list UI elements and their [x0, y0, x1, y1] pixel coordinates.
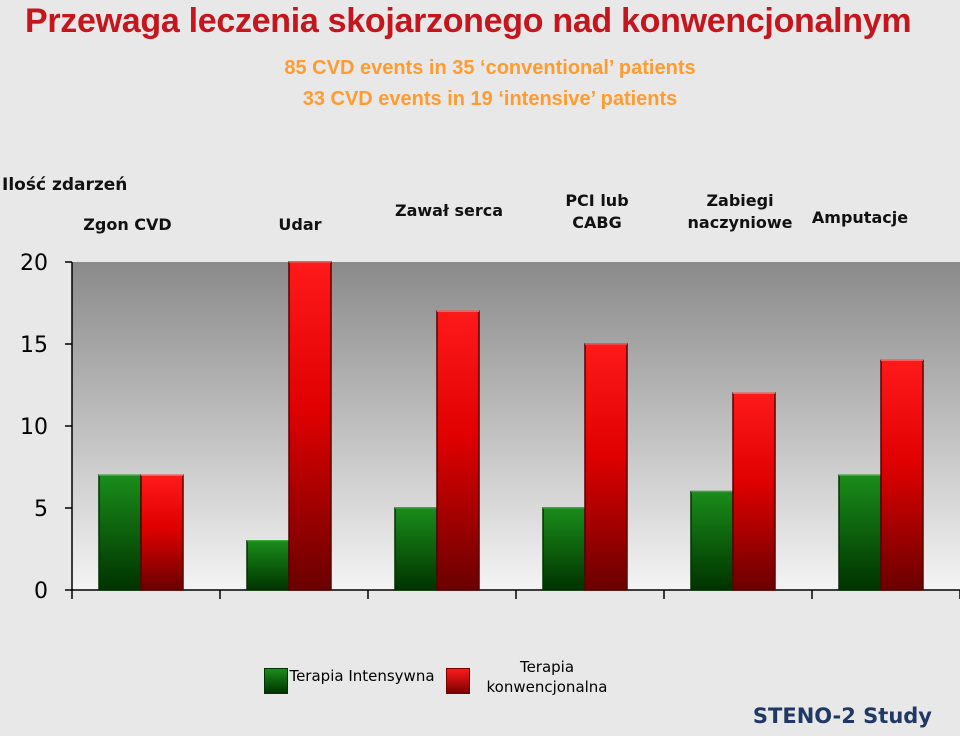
category-label-3: PCI lub CABG: [565, 191, 629, 232]
subtitle-line-1: 85 CVD events in 35 ‘conventional’ patie…: [284, 57, 696, 79]
y-axis-label: Ilość zdarzeń: [2, 175, 128, 195]
bar-intensive-0: [98, 474, 142, 591]
legend-swatch-conventional: [446, 668, 470, 694]
bar-conventional-5: [880, 359, 924, 591]
bar-conventional-0: [140, 474, 184, 591]
category-label-2: Zawał serca: [394, 201, 504, 220]
bar-intensive-3: [542, 507, 586, 591]
category-label-1: Udar: [278, 215, 322, 234]
subtitle-line-2: 33 CVD events in 19 ‘intensive’ patients: [302, 88, 678, 110]
category-label-4: Zabiegi naczyniowe: [687, 191, 793, 232]
y-tick-label: 5: [34, 497, 48, 522]
category-label-5: Amputacje: [811, 208, 909, 227]
y-tick-label: 0: [34, 579, 48, 604]
plot-area: [72, 262, 960, 590]
y-tick-label: 15: [20, 333, 48, 358]
legend-label-intensive: Terapia Intensywna: [289, 667, 435, 685]
legend-label-conventional: Terapia konwencjonalna: [486, 658, 608, 696]
category-label-0: Zgon CVD: [83, 215, 172, 234]
bar-intensive-5: [838, 474, 882, 591]
legend-swatch-intensive: [264, 668, 288, 694]
bar-conventional-1: [288, 261, 332, 591]
slide-title: Przewaga leczenia skojarzonego nad konwe…: [25, 2, 912, 40]
bar-intensive-2: [394, 507, 438, 591]
y-tick-label: 20: [20, 251, 48, 276]
bar-intensive-1: [246, 540, 290, 591]
bar-conventional-2: [436, 310, 480, 591]
bar-conventional-3: [584, 343, 628, 591]
y-tick-label: 10: [20, 415, 48, 440]
bar-conventional-4: [732, 392, 776, 591]
bar-intensive-4: [690, 490, 734, 591]
footer-study-name: STENO-2 Study: [752, 704, 932, 728]
